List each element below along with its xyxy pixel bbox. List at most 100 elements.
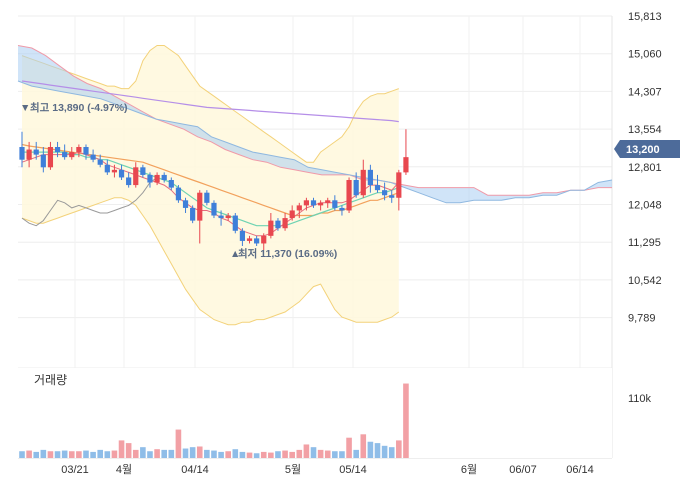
volume-bar — [353, 449, 359, 458]
candlestick-layer — [19, 129, 409, 251]
volume-bar — [104, 451, 111, 458]
volume-bar — [388, 447, 395, 458]
volume-bar — [33, 451, 40, 458]
candle-body — [303, 200, 309, 206]
candle-body — [232, 215, 238, 231]
candle-body — [62, 152, 68, 158]
candle-body — [154, 174, 160, 183]
candle-body — [261, 235, 267, 244]
candle-body — [190, 207, 196, 221]
candle-body — [367, 169, 373, 186]
low-annotation: ▲ 최저 11,370 (16.09%) — [230, 247, 337, 260]
candle-body — [97, 159, 103, 165]
candle-body — [76, 147, 82, 153]
candle-body — [26, 149, 32, 160]
volume-bar — [189, 447, 196, 458]
ichimoku-cloud — [18, 45, 612, 203]
volume-bar — [40, 449, 47, 458]
price-tick-label: 13,554 — [628, 124, 662, 136]
volume-bar — [396, 440, 402, 458]
date-tick-label: 06/14 — [566, 464, 594, 476]
volume-bar — [218, 451, 224, 458]
volume-bar — [360, 434, 367, 458]
price-tick-label: 9,789 — [628, 313, 656, 325]
candle-body — [204, 192, 210, 203]
candle-body — [325, 200, 331, 203]
candle-body — [47, 147, 54, 168]
current-price-badge-shape — [614, 140, 680, 158]
candle-body — [275, 220, 281, 229]
volume-bar — [161, 449, 167, 458]
volume-bar — [168, 449, 175, 458]
volume-bar — [289, 451, 295, 458]
date-tick-label: 4월 — [116, 463, 132, 476]
candle-body — [403, 157, 409, 173]
candle-body — [54, 147, 61, 153]
low-arrow-icon: ▲ — [230, 248, 240, 260]
volume-bar — [374, 443, 381, 458]
candle-body — [33, 149, 39, 155]
volume-bar — [68, 451, 75, 458]
candle-body — [69, 152, 75, 158]
candle-body — [289, 210, 295, 219]
volume-bar — [204, 449, 210, 458]
volume-bar — [90, 451, 96, 458]
volume-bar — [76, 451, 82, 458]
candle-body — [382, 190, 388, 196]
volume-bar — [175, 429, 182, 458]
volume-bar — [196, 446, 203, 458]
volume-title: 거래량 — [34, 373, 67, 387]
volume-bar — [225, 451, 231, 458]
ichimoku-span-b — [17, 80, 613, 204]
candle-body — [83, 147, 89, 155]
volume-panel-background — [18, 368, 612, 458]
candle-body — [168, 180, 174, 188]
volume-bar — [246, 452, 253, 458]
date-tick-label: 03/21 — [61, 464, 89, 476]
high-arrow-icon: ▼ — [20, 102, 30, 114]
volume-bar — [232, 449, 239, 458]
candle-body — [339, 207, 345, 211]
volume-bar — [346, 437, 352, 458]
volume-bar — [332, 451, 338, 458]
volume-bar — [303, 444, 310, 458]
volume-bar — [403, 383, 409, 458]
candle-body — [346, 180, 352, 211]
candle-body — [197, 192, 203, 221]
price-tick-label: 15,060 — [628, 49, 662, 61]
candle-body — [182, 200, 189, 208]
ichimoku-span-a — [17, 45, 612, 196]
indicator-layer — [17, 45, 613, 326]
bollinger-upper-line — [21, 45, 399, 163]
volume-bar — [182, 448, 189, 458]
price-tick-label: 14,307 — [628, 86, 662, 98]
current-price-badge: 13,200 — [614, 140, 680, 158]
price-tick-label: 10,542 — [628, 275, 662, 287]
price-tick-label: 15,813 — [628, 11, 662, 23]
candle-body — [133, 167, 139, 186]
candle-body — [19, 147, 25, 160]
volume-bar — [83, 450, 89, 458]
candle-body — [147, 174, 153, 183]
volume-bar — [132, 449, 139, 458]
ma120-line — [21, 80, 399, 123]
price-tick-label: 12,048 — [628, 200, 662, 212]
date-tick-label: 05/14 — [339, 464, 367, 476]
current-price-label: 13,200 — [626, 144, 660, 156]
volume-axis-label: 110k — [628, 393, 652, 405]
date-tick-label: 5월 — [285, 463, 301, 476]
candle-body — [111, 169, 118, 173]
candle-body — [175, 187, 182, 201]
volume-bars — [19, 383, 409, 458]
price-axis: 15,813 15,060 14,307 13,554 12,801 12,048 11,2… — [628, 11, 662, 325]
volume-bar — [381, 445, 388, 458]
volume-bar — [61, 450, 68, 458]
candle-body — [389, 195, 395, 198]
volume-bar — [260, 451, 267, 458]
candle-body — [332, 200, 338, 208]
price-tick-label: 11,295 — [628, 237, 661, 249]
volume-bar — [275, 451, 281, 458]
volume-bar — [154, 449, 160, 458]
bollinger-band — [22, 45, 399, 325]
volume-bar — [310, 447, 317, 458]
